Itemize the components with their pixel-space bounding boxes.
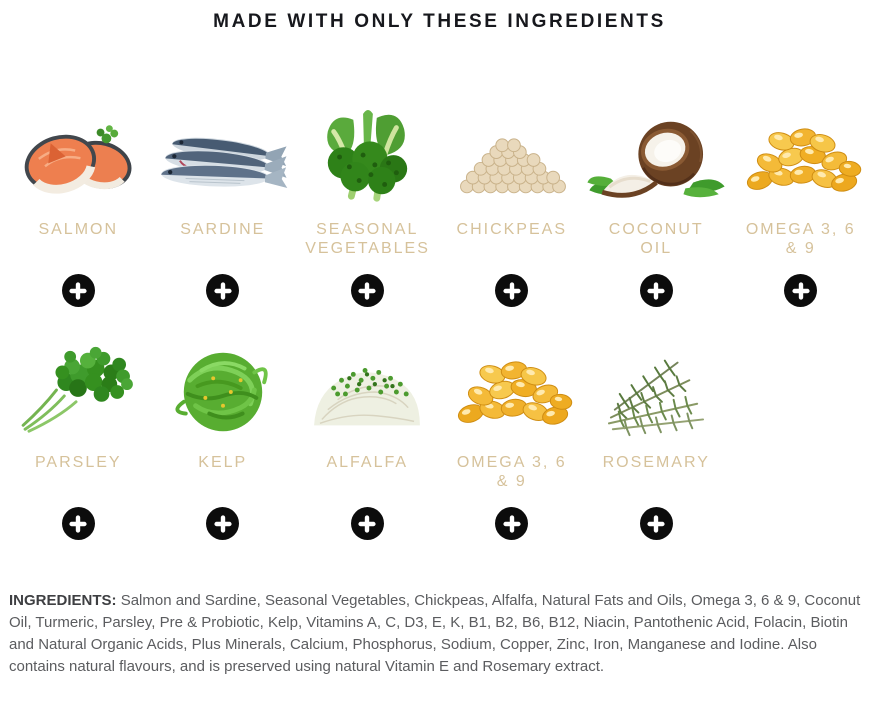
ingredient-label: ALFALFA xyxy=(326,454,409,471)
ingredient-card-sardine: SARDINE xyxy=(151,110,296,307)
plus-icon xyxy=(214,514,232,533)
ingredients-paragraph-label: INGREDIENTS: xyxy=(9,592,117,609)
ingredient-label: OMEGA 3, 6 & 9 xyxy=(745,221,856,257)
plus-icon xyxy=(647,281,665,300)
ingredients-paragraph-body: Salmon and Sardine, Seasonal Vegetables,… xyxy=(9,592,861,675)
parsley-image xyxy=(8,343,148,441)
ingredient-label: COCONUT OIL xyxy=(608,221,704,257)
add-omega-2-button[interactable] xyxy=(495,507,529,540)
ingredient-card-salmon: SALMON xyxy=(6,110,151,307)
add-salmon-button[interactable] xyxy=(61,274,95,307)
plus-icon xyxy=(503,514,521,533)
ingredient-card-seasonal-vegetables: SEASONAL VEGETABLES xyxy=(295,110,440,307)
ingredient-label: KELP xyxy=(198,454,248,471)
add-coconut-oil-button[interactable] xyxy=(639,274,673,307)
ingredient-label: SARDINE xyxy=(180,221,266,238)
ingredient-label: PARSLEY xyxy=(34,454,122,471)
plus-icon xyxy=(358,514,376,533)
rosemary-image xyxy=(586,343,726,441)
plus-icon xyxy=(69,281,87,300)
add-seasonal-vegetables-button[interactable] xyxy=(350,274,384,307)
add-parsley-button[interactable] xyxy=(61,507,95,540)
ingredient-card-alfalfa: ALFALFA xyxy=(295,343,440,540)
add-rosemary-button[interactable] xyxy=(639,507,673,540)
ingredient-row-2: PARSLEY KELP xyxy=(0,343,879,540)
add-alfalfa-button[interactable] xyxy=(350,507,384,540)
salmon-image xyxy=(8,110,148,208)
plus-icon xyxy=(69,514,87,533)
ingredients-paragraph: INGREDIENTS: Salmon and Sardine, Seasona… xyxy=(9,590,870,678)
ingredient-row-1: SALMON xyxy=(0,110,879,307)
coconut-oil-image xyxy=(586,110,726,208)
ingredient-label: OMEGA 3, 6 & 9 xyxy=(456,454,567,490)
add-omega-button[interactable] xyxy=(784,274,818,307)
plus-icon xyxy=(358,281,376,300)
add-chickpeas-button[interactable] xyxy=(495,274,529,307)
ingredient-label: CHICKPEAS xyxy=(456,221,567,238)
omega-capsules-image xyxy=(442,343,582,441)
plus-icon xyxy=(503,281,521,300)
ingredient-label: ROSEMARY xyxy=(602,454,710,471)
ingredient-label: SALMON xyxy=(38,221,119,238)
plus-icon xyxy=(792,281,810,300)
ingredient-card-coconut-oil: COCONUT OIL xyxy=(584,110,729,307)
add-kelp-button[interactable] xyxy=(206,507,240,540)
ingredient-card-rosemary: ROSEMARY xyxy=(584,343,729,540)
omega-capsules-image xyxy=(731,110,871,208)
plus-icon xyxy=(647,514,665,533)
plus-icon xyxy=(214,281,232,300)
ingredient-card-parsley: PARSLEY xyxy=(6,343,151,540)
seasonal-vegetables-image xyxy=(297,110,437,208)
ingredient-label: SEASONAL VEGETABLES xyxy=(305,221,430,257)
ingredient-card-omega-1: OMEGA 3, 6 & 9 xyxy=(729,110,874,307)
ingredient-card-kelp: KELP xyxy=(151,343,296,540)
kelp-image xyxy=(153,343,293,441)
ingredient-card-chickpeas: CHICKPEAS xyxy=(440,110,585,307)
chickpeas-image xyxy=(442,110,582,208)
sardine-image xyxy=(153,110,293,208)
add-sardine-button[interactable] xyxy=(206,274,240,307)
alfalfa-image xyxy=(297,343,437,441)
page-title: MADE WITH ONLY THESE INGREDIENTS xyxy=(213,11,666,32)
ingredient-card-omega-2: OMEGA 3, 6 & 9 xyxy=(440,343,585,540)
